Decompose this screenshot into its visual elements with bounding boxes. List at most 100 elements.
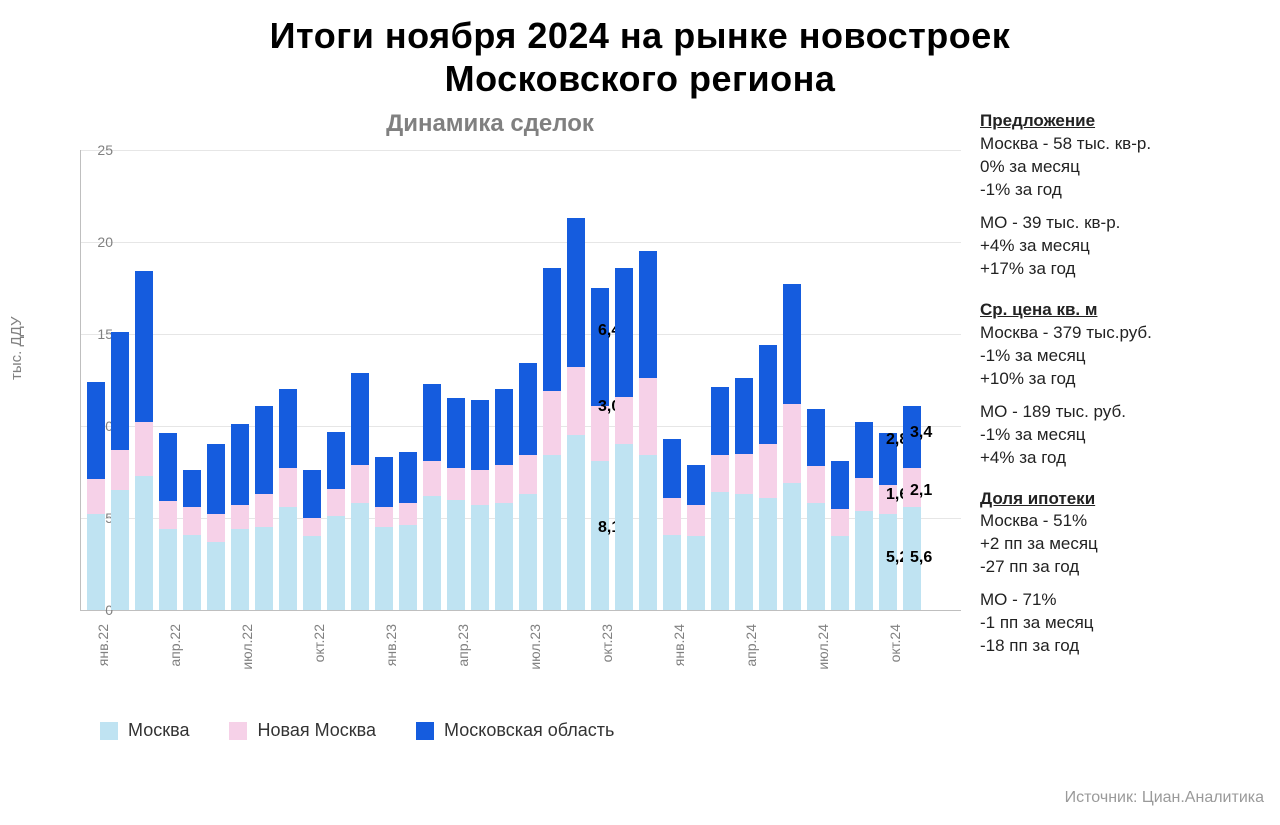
x-tick: янв.22 [95, 624, 111, 666]
side-line: МО - 189 тыс. руб. [980, 401, 1260, 424]
bar-segment-moscow [303, 536, 321, 610]
bar-column [735, 150, 753, 610]
x-tick: июл.24 [815, 624, 831, 670]
bar-column [807, 150, 825, 610]
bar-segment-new_moscow [159, 501, 177, 529]
bar-segment-mo [663, 439, 681, 498]
bar-column [159, 150, 177, 610]
bar-segment-moscow [471, 505, 489, 610]
bar-segment-moscow [87, 514, 105, 610]
bar-segment-new_moscow [639, 378, 657, 455]
side-line: -1% за месяц [980, 424, 1260, 447]
bar-column [399, 150, 417, 610]
side-heading: Доля ипотеки [980, 488, 1260, 511]
bar-column [279, 150, 297, 610]
bar-segment-moscow [519, 494, 537, 610]
bar-segment-moscow [495, 503, 513, 610]
bar-segment-new_moscow [87, 479, 105, 514]
bar-segment-moscow [567, 435, 585, 610]
bar-segment-moscow [255, 527, 273, 610]
side-line: Москва - 379 тыс.руб. [980, 322, 1260, 345]
bar-segment-mo [807, 409, 825, 466]
bar-segment-moscow [783, 483, 801, 610]
bar-column [231, 150, 249, 610]
bar-segment-moscow [759, 498, 777, 610]
side-line: Москва - 58 тыс. кв-р. [980, 133, 1260, 156]
bar-column [351, 150, 369, 610]
bar-column [447, 150, 465, 610]
bar-segment-mo [423, 384, 441, 461]
bar-segment-mo [255, 406, 273, 494]
bar-segment-new_moscow [663, 498, 681, 535]
bar-column [207, 150, 225, 610]
source-text: Источник: Циан.Аналитика [1065, 789, 1264, 807]
side-line: 0% за месяц [980, 156, 1260, 179]
bar-segment-moscow [855, 511, 873, 610]
bar-segment-moscow [831, 536, 849, 610]
bar-segment-mo [711, 387, 729, 455]
bar-segment-moscow [735, 494, 753, 610]
bar-segment-mo [639, 251, 657, 378]
bar-column [87, 150, 105, 610]
bar-column [327, 150, 345, 610]
side-block: Ср. цена кв. мМосква - 379 тыс.руб.-1% з… [980, 299, 1260, 470]
bar-segment-mo [303, 470, 321, 518]
bar-segment-mo [687, 465, 705, 505]
side-block: Доля ипотекиМосква - 51%+2 пп за месяц-2… [980, 488, 1260, 659]
bar-segment-mo [183, 470, 201, 507]
bar-segment-moscow [711, 492, 729, 610]
side-block: ПредложениеМосква - 58 тыс. кв-р.0% за м… [980, 110, 1260, 281]
bar-segment-new_moscow [447, 468, 465, 499]
bar-column [855, 150, 873, 610]
bar-segment-moscow [687, 536, 705, 610]
bar-segment-moscow [159, 529, 177, 610]
side-line: +10% за год [980, 368, 1260, 391]
chart-subtitle: Динамика сделок [40, 110, 940, 138]
bar-segment-new_moscow [255, 494, 273, 527]
y-axis-label: тыс. ДДУ [8, 316, 25, 380]
bar-segment-moscow [399, 525, 417, 610]
bar-segment-new_moscow [567, 367, 585, 435]
bar-column [759, 150, 777, 610]
bar-column [663, 150, 681, 610]
side-line: +2 пп за месяц [980, 533, 1260, 556]
data-label: 3,4 [910, 424, 932, 442]
bar-column [183, 150, 201, 610]
bar-segment-new_moscow [135, 422, 153, 475]
bar-column [639, 150, 657, 610]
x-tick: июл.23 [527, 624, 543, 670]
bar-segment-moscow [111, 490, 129, 610]
bar-segment-new_moscow [351, 465, 369, 504]
bar-segment-new_moscow [423, 461, 441, 496]
side-line: +4% за месяц [980, 235, 1260, 258]
bar-segment-new_moscow [399, 503, 417, 525]
side-line: -18 пп за год [980, 635, 1260, 658]
bar-segment-new_moscow [783, 404, 801, 483]
bar-column [879, 150, 897, 610]
bar-column [615, 150, 633, 610]
data-label: 5,6 [910, 549, 932, 567]
bar-segment-moscow [207, 542, 225, 610]
bar-segment-new_moscow [855, 478, 873, 511]
side-line [980, 391, 1260, 401]
bar-segment-moscow [543, 455, 561, 610]
bar-column [831, 150, 849, 610]
title-line-2: Московского региона [445, 58, 836, 99]
x-tick: окт.24 [887, 624, 903, 662]
bar-segment-mo [87, 382, 105, 480]
x-tick: апр.23 [455, 624, 471, 667]
bar-segment-mo [855, 422, 873, 477]
x-tick: окт.22 [311, 624, 327, 662]
bar-segment-new_moscow [303, 518, 321, 536]
bar-segment-mo [447, 398, 465, 468]
legend-label: Новая Москва [257, 720, 376, 741]
bar-column [591, 150, 609, 610]
chart: 05101520256,43,08,12,81,65,23,42,15,6 ян… [40, 150, 960, 680]
bar-segment-new_moscow [231, 505, 249, 529]
side-line: -1% за год [980, 179, 1260, 202]
x-tick: апр.24 [743, 624, 759, 667]
bar-segment-mo [519, 363, 537, 455]
bar-segment-mo [399, 452, 417, 504]
bar-segment-mo [615, 268, 633, 397]
bar-segment-moscow [135, 476, 153, 610]
